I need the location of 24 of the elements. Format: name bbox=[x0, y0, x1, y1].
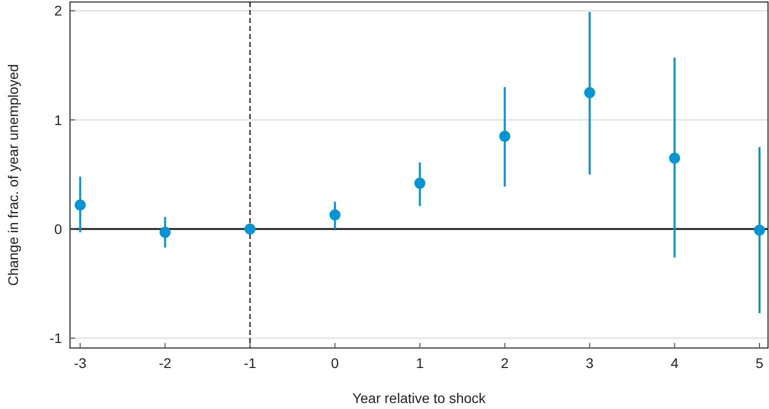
point bbox=[74, 200, 86, 211]
point bbox=[329, 209, 340, 220]
y-tick-label: -1 bbox=[50, 330, 62, 346]
y-tick-label: 2 bbox=[54, 2, 62, 19]
x-tick-label: 4 bbox=[670, 355, 679, 371]
x-tick-label: 1 bbox=[416, 355, 424, 371]
point bbox=[754, 224, 766, 236]
y-tick-label: 1 bbox=[54, 112, 62, 128]
x-tick-label: 0 bbox=[331, 355, 340, 371]
point bbox=[499, 130, 510, 142]
point bbox=[244, 224, 256, 235]
x-tick-label: 2 bbox=[500, 355, 509, 371]
point bbox=[669, 152, 680, 164]
x-tick-label: -1 bbox=[244, 355, 256, 371]
x-tick-label: 5 bbox=[756, 355, 764, 371]
y-tick-label: 0 bbox=[54, 221, 62, 238]
x-tick-label: 3 bbox=[586, 355, 594, 371]
point bbox=[414, 178, 426, 189]
x-tick-label: -3 bbox=[74, 355, 87, 371]
x-tick-label: -2 bbox=[158, 355, 172, 371]
y-axis-title: Change in frac. of year unemployed bbox=[5, 64, 21, 286]
point bbox=[160, 226, 171, 238]
x-axis-title: Year relative to shock bbox=[352, 390, 487, 406]
point bbox=[584, 87, 596, 98]
